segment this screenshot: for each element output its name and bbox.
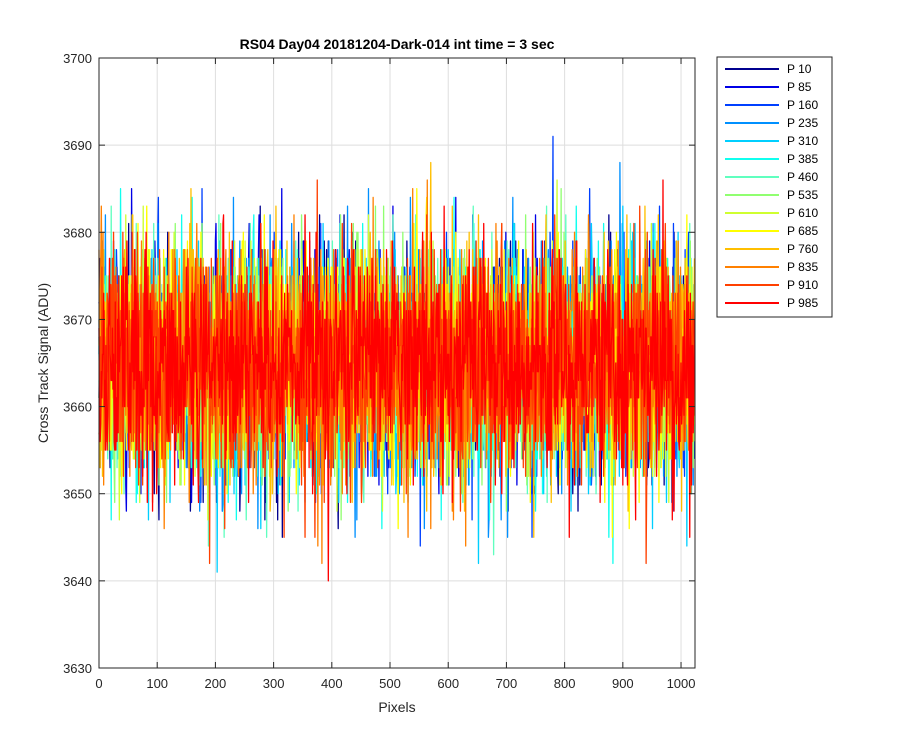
- y-axis-label: Cross Track Signal (ADU): [35, 283, 51, 443]
- chart-title: RS04 Day04 20181204-Dark-014 int time = …: [240, 36, 555, 52]
- legend-label: P 10: [787, 62, 812, 76]
- legend-label: P 910: [787, 278, 818, 292]
- legend-label: P 460: [787, 170, 818, 184]
- legend: P 10 P 85 P 160 P 235 P 310 P 385 P 460 P 535 P …: [716, 56, 833, 318]
- legend-label: P 85: [787, 80, 812, 94]
- legend-label: P 835: [787, 260, 818, 274]
- x-tick-label: 300: [263, 676, 285, 691]
- plot-frame: [98, 57, 696, 669]
- x-tick-label: 200: [205, 676, 227, 691]
- y-tick-label: 3630: [63, 661, 92, 676]
- y-tick-label: 3650: [63, 487, 92, 502]
- legend-label: P 160: [787, 98, 818, 112]
- series-line-p-985: [98, 179, 696, 582]
- y-tick-label: 3680: [63, 225, 92, 240]
- y-tick-label: 3670: [63, 312, 92, 327]
- x-tick-label: 600: [437, 676, 459, 691]
- ticks: 0 100 200 300 400 500 600 700 800 900 1000 3630 3640…: [63, 51, 695, 691]
- x-tick-label: 400: [321, 676, 343, 691]
- y-tick-label: 3660: [63, 400, 92, 415]
- series-line-p-910: [98, 179, 696, 565]
- x-axis-label: Pixels: [378, 699, 415, 715]
- x-tick-label: 800: [554, 676, 576, 691]
- x-tick-label: 900: [612, 676, 634, 691]
- legend-box: [716, 56, 833, 318]
- x-tick-label: 700: [496, 676, 518, 691]
- legend-label: P 310: [787, 134, 818, 148]
- y-tick-label: 3640: [63, 574, 92, 589]
- legend-label: P 610: [787, 206, 818, 220]
- legend-label: P 535: [787, 188, 818, 202]
- y-tick-label: 3690: [63, 138, 92, 153]
- legend-label: P 760: [787, 242, 818, 256]
- x-tick-label: 0: [95, 676, 102, 691]
- legend-label: P 385: [787, 152, 818, 166]
- legend-label: P 685: [787, 224, 818, 238]
- series-layer: [98, 135, 696, 582]
- legend-label: P 985: [787, 296, 818, 310]
- legend-label: P 235: [787, 116, 818, 130]
- y-tick-label: 3700: [63, 51, 92, 66]
- x-tick-label: 100: [146, 676, 168, 691]
- x-tick-label: 1000: [667, 676, 696, 691]
- x-tick-label: 500: [379, 676, 401, 691]
